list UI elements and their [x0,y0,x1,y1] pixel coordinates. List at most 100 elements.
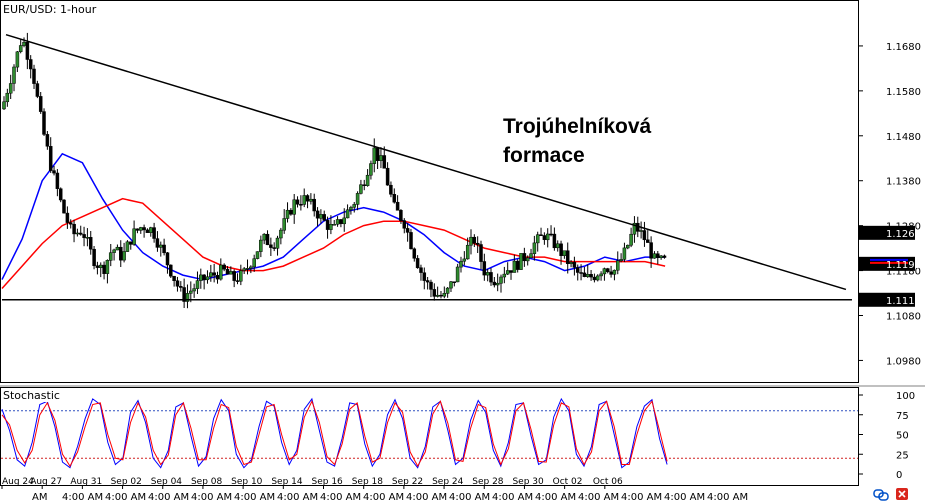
candle-body [329,224,333,230]
candle-body [389,184,393,195]
time-tick-label: Sep 22 [392,477,423,487]
candle-body [142,227,146,231]
candle-body [439,294,443,297]
candle-body [172,275,176,281]
candle-body [58,188,63,201]
candle-body [595,275,600,281]
candle-body [255,251,260,259]
candle-body [535,234,540,244]
candle-body [135,228,140,231]
price-tick-label: 1.1180 [886,267,921,278]
price-panel-frame [0,0,859,383]
price-marker [859,292,915,307]
candle-body [15,51,20,68]
candle-body [559,243,563,256]
candle-body [519,253,523,270]
time-tick-label: Sep 24 [432,477,464,487]
stochastic-tick-label: 100 [896,391,915,402]
candle-body [75,232,80,235]
candle-body [379,155,383,161]
time-sublabel: 4:00 AM [148,492,189,503]
candle-body [349,207,353,211]
candle-body [22,41,26,46]
candle-body [609,271,613,275]
candle-body [642,230,647,241]
candle-body [652,253,657,259]
candle-body [102,264,106,274]
candle-body [155,238,160,248]
candle-body [409,232,413,250]
link-icon[interactable] [873,489,889,501]
candle-body [72,223,76,235]
candle-body [202,274,206,281]
candle-body [525,257,530,262]
close-icon[interactable] [896,488,908,500]
candle-body [589,274,593,278]
candle-body [312,198,316,212]
candle-body [319,214,323,219]
time-sublabel: 4:00 AM [62,492,103,503]
candle-body [62,199,66,214]
candle-body [626,244,630,249]
chart-title: EUR/USD: 1-hour [3,3,97,16]
candle-body [229,271,233,275]
candle-body [522,253,527,262]
candle-body [616,260,620,271]
moving-average-2 [1,197,666,290]
candle-body [362,184,367,186]
candle-body [512,260,517,273]
price-tick-label: 1.1680 [886,42,921,53]
time-tick-label: Sep 16 [312,477,344,487]
candle-body [132,228,136,245]
candle-body [185,293,190,302]
candle-body [28,59,33,70]
candle-body [122,251,126,261]
time-sublabel: 4:00 AM [621,492,662,503]
candle-body [295,199,300,205]
time-tick-label: Aug 27 [30,477,62,487]
candle-body [159,244,163,248]
candle-body [355,193,360,205]
candle-body [32,68,36,84]
candle-body [85,237,90,239]
candle-body [239,270,243,282]
price-marker [859,225,915,240]
candle-body [195,280,200,289]
candle-body [515,260,520,270]
candle-body [402,220,407,229]
candle-body [372,147,377,164]
time-sublabel: 4:00 AM [320,492,361,503]
candle-body [509,270,513,273]
trendlines [2,33,852,301]
time-sublabel: 4:00 AM [234,492,275,503]
stochastic-tick-label: 50 [896,431,909,442]
candle-body [622,247,627,260]
candle-body [182,287,186,302]
candle-body [12,66,16,84]
candle-body [38,96,43,112]
time-sublabel: 4:00 AM [535,492,576,503]
candle-body [272,247,276,249]
candle-body [662,255,667,258]
candle-body [565,250,570,264]
candle-body [78,232,83,235]
candle-body [572,261,577,268]
candle-body [275,237,280,249]
candle-body [162,244,166,254]
candle-body [352,204,356,208]
candle-body [169,264,173,277]
candle-body [212,272,216,276]
candle-body [205,276,210,281]
stochastic-line-1 [1,397,668,469]
time-sublabel: 4:00 AM [363,492,404,503]
price-tick-label: 1.1380 [886,177,921,188]
price-tick-label: 1.1080 [886,312,921,323]
candle-body [549,233,553,236]
candle-body [422,272,427,281]
candle-body [499,276,503,284]
candle-body [152,227,156,239]
time-sublabel: 4:00 AM [406,492,447,503]
time-sublabel: 4:00 AM [191,492,232,503]
candle-body [342,217,346,225]
candle-body [5,92,10,103]
